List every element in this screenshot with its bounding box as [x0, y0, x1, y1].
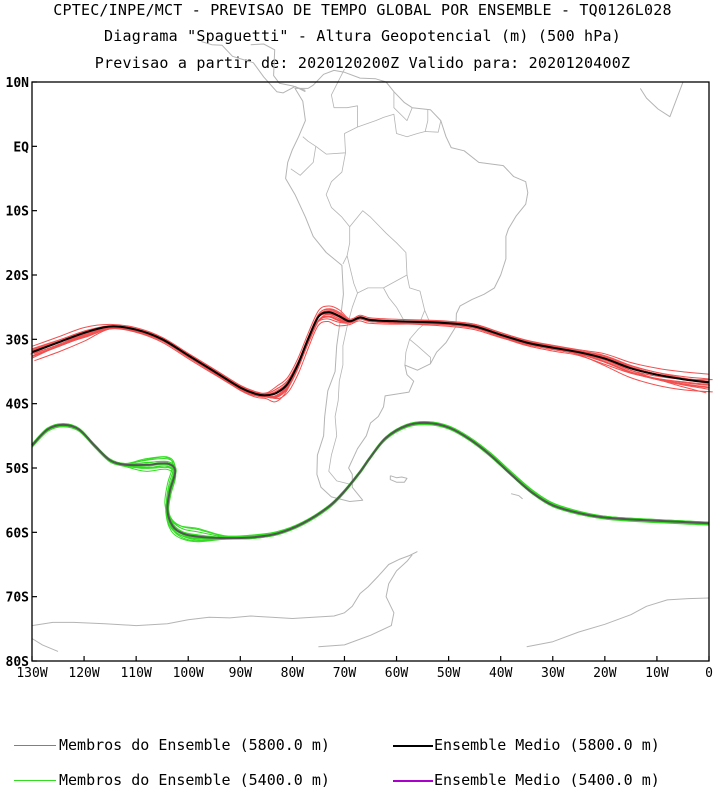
- lon-tick-label: 30W: [541, 666, 565, 681]
- legend-members-5400: Membros do Ensemble (5400.0 m): [59, 771, 330, 789]
- country-border: [325, 152, 351, 265]
- coastline-layer: [31, 41, 710, 652]
- country-border: [302, 68, 358, 155]
- east-antarctica-coast: [526, 597, 710, 648]
- africa-coast: [639, 81, 684, 118]
- ensemble-member-5400: [31, 421, 709, 539]
- lon-tick-label: 60W: [385, 666, 409, 681]
- legend-mean-5800: Ensemble Medio (5800.0 m): [434, 736, 660, 754]
- country-border: [328, 292, 358, 485]
- legend-swatch-members-5800: [14, 745, 56, 746]
- ensemble-member-5400: [31, 422, 710, 539]
- legend-swatch-mean-5400: [393, 780, 433, 782]
- lat-tick-label: 30S: [6, 333, 30, 348]
- country-border: [383, 274, 426, 323]
- lon-tick-label: 10W: [645, 666, 669, 681]
- lon-tick-label: 80W: [281, 666, 305, 681]
- title-line-3: Previsao a partir de: 2020120200Z Valido…: [94, 54, 631, 72]
- lon-tick-label: 100W: [173, 666, 204, 681]
- ensemble-member-5400: [31, 422, 710, 540]
- legend-mean-5400: Ensemble Medio (5400.0 m): [434, 771, 660, 789]
- country-border: [404, 339, 410, 366]
- country-border: [409, 310, 431, 364]
- lat-tick-label: 60S: [6, 526, 30, 541]
- lon-tick-label: 110W: [120, 666, 151, 681]
- lat-tick-label: EQ: [13, 140, 29, 155]
- ensemble-member-5400: [31, 421, 710, 538]
- lat-tick-label: 70S: [6, 591, 30, 606]
- title-line-1: CPTEC/INPE/MCT - PREVISAO DE TEMPO GLOBA…: [53, 1, 672, 19]
- ross-coast: [31, 638, 59, 652]
- ensemble-mean-5800: [31, 311, 710, 397]
- lon-tick-label: 0: [705, 666, 713, 681]
- country-border: [393, 91, 413, 121]
- falklands: [389, 475, 408, 483]
- lat-tick-label: 10N: [6, 76, 30, 91]
- ensemble-member-5800: [31, 305, 709, 394]
- ensemble-member-5400: [31, 424, 710, 543]
- lon-tick-label: 90W: [229, 666, 253, 681]
- ensemble-member-5800: [34, 313, 713, 396]
- lat-tick-label: 80S: [6, 655, 30, 670]
- south-georgia: [510, 493, 523, 500]
- lon-tick-label: 70W: [333, 666, 357, 681]
- legend-members-5800: Membros do Ensemble (5800.0 m): [59, 736, 330, 754]
- ensemble-member-5400: [31, 422, 709, 542]
- ensemble-member-5400: [31, 423, 710, 541]
- ensemble-member-5400: [31, 422, 709, 538]
- legend-swatch-mean-5800: [393, 745, 433, 747]
- lon-tick-label: 20W: [593, 666, 617, 681]
- lon-tick-label: 130W: [16, 666, 47, 681]
- central-america-coast: [201, 41, 306, 94]
- ensemble-member-5800: [31, 310, 710, 396]
- lon-tick-label: 50W: [437, 666, 461, 681]
- country-border: [357, 113, 442, 138]
- lat-tick-label: 40S: [6, 398, 30, 413]
- ensemble-member-5800: [31, 313, 709, 398]
- ensemble-member-5400: [31, 423, 709, 540]
- ensemble-member-5400: [31, 423, 710, 539]
- lat-tick-label: 20S: [6, 269, 30, 284]
- ensemble-mean-5400: [31, 421, 710, 540]
- country-border: [424, 109, 429, 132]
- caribbean-coast: [250, 43, 306, 91]
- legend-swatch-members-5400: [14, 780, 56, 781]
- lat-tick-label: 50S: [6, 462, 30, 477]
- south-america-coast: [285, 69, 529, 502]
- country-border: [290, 146, 317, 176]
- lon-tick-label: 40W: [489, 666, 513, 681]
- antarctic-peninsula: [31, 551, 418, 627]
- map-frame: [31, 81, 710, 662]
- lon-tick-label: 120W: [68, 666, 99, 681]
- ensemble-member-5400: [31, 421, 709, 539]
- ensemble-member-5400: [31, 422, 710, 539]
- ensemble-member-5400: [31, 421, 710, 539]
- country-border: [346, 210, 408, 294]
- lat-tick-label: 10S: [6, 205, 30, 220]
- title-line-2: Diagrama "Spaguetti" - Altura Geopotenci…: [104, 27, 621, 45]
- contour-layer: [30, 305, 713, 543]
- weddell-coast: [318, 554, 413, 648]
